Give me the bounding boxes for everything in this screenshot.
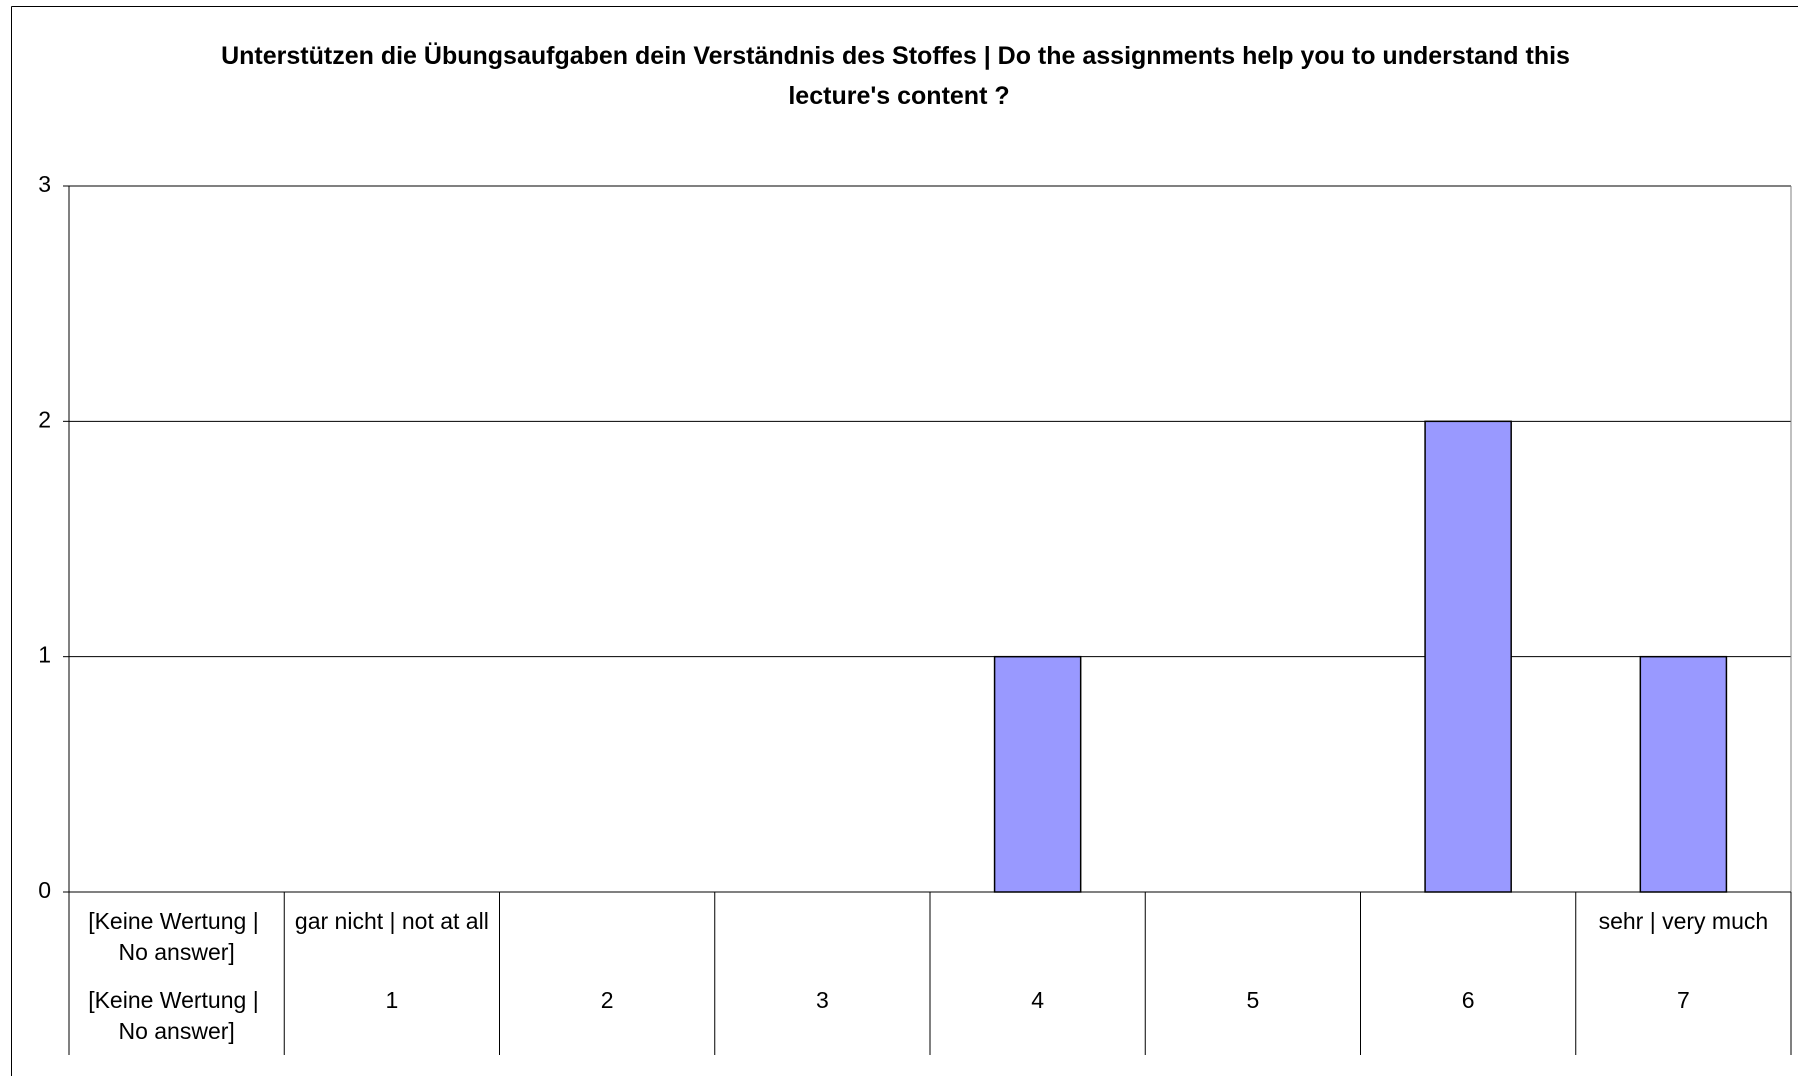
x-tick-label: 5 — [1246, 987, 1259, 1013]
chart-title: Unterstützen die Übungsaufgaben dein Ver… — [221, 41, 1577, 110]
category-label: gar nicht | not at all — [295, 908, 489, 934]
bar — [1639, 655, 1728, 893]
y-tick-label: 0 — [38, 877, 51, 903]
x-tick-label: 1 — [385, 987, 398, 1013]
x-tick-label: 2 — [601, 987, 614, 1013]
y-tick-label: 3 — [38, 171, 51, 197]
x-tick-label: 4 — [1031, 987, 1044, 1013]
y-tick-label: 2 — [38, 406, 51, 432]
bar — [1424, 420, 1512, 893]
x-tick-label: 7 — [1677, 987, 1690, 1013]
category-label: sehr | very much — [1599, 908, 1769, 934]
x-tick-label: [Keine Wertung | No answer] — [88, 987, 265, 1044]
bar — [993, 655, 1082, 893]
x-tick-label: 3 — [816, 987, 829, 1013]
y-tick-label: 1 — [38, 642, 51, 668]
category-label: [Keine Wertung | No answer] — [88, 908, 265, 965]
x-tick-label: 6 — [1462, 987, 1475, 1013]
